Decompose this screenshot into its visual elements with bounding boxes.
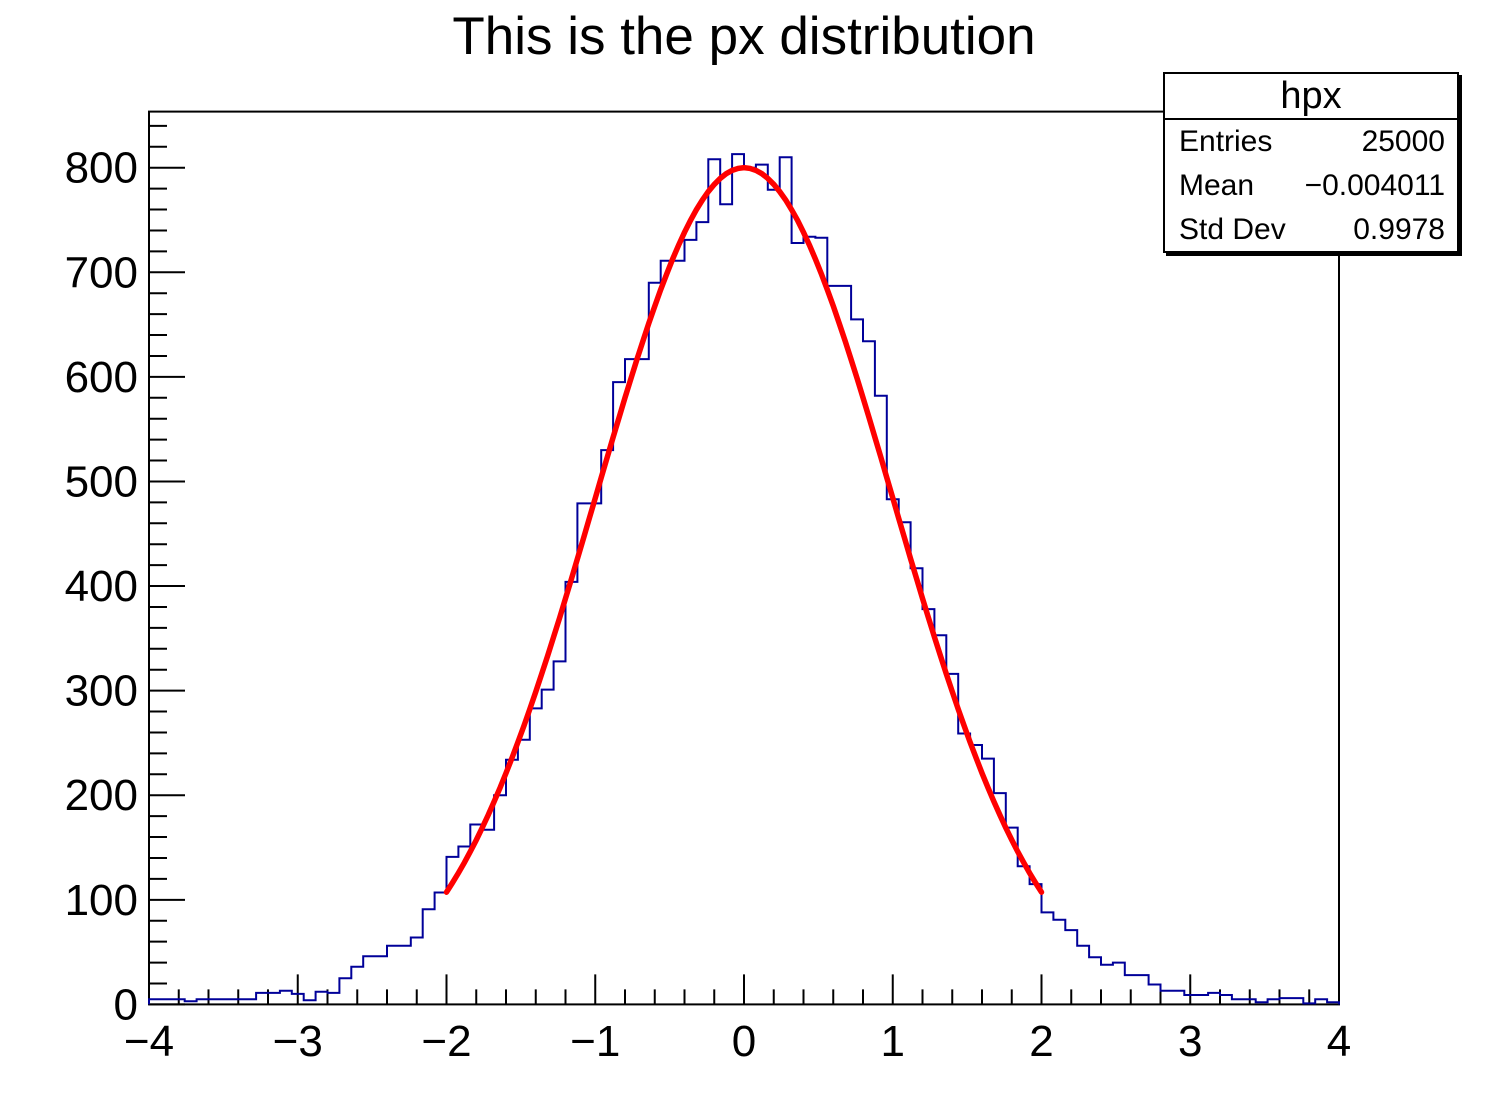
y-axis-tick-label: 300 [65,667,138,716]
x-axis-tick-label: 3 [1178,1017,1202,1066]
stats-box: hpx Entries 25000 Mean −0.004011 Std Dev… [1163,72,1459,253]
stats-row-mean: Mean −0.004011 [1165,164,1457,208]
y-axis-tick-label: 400 [65,562,138,611]
stats-value: −0.004011 [1304,169,1445,202]
x-axis-tick-label: 2 [1029,1017,1053,1066]
y-axis-tick-label: 200 [65,771,138,820]
plot-title: This is the px distribution [452,7,1036,66]
y-axis-tick-label: 800 [65,144,138,193]
stats-value: 25000 [1361,125,1445,158]
stats-row-stddev: Std Dev 0.9978 [1165,208,1457,252]
stats-label: Std Dev [1179,213,1286,246]
gaussian-fit-curve [443,164,1045,895]
x-axis-tick-label: −4 [124,1017,174,1066]
x-axis-tick-label: −3 [273,1017,323,1066]
y-axis-tick-label: 100 [65,876,138,925]
stats-value: 0.9978 [1353,213,1445,246]
x-axis-tick-label: −2 [421,1017,471,1066]
y-axis-tick-label: 500 [65,457,138,506]
x-axis-tick-label: 1 [881,1017,905,1066]
histogram-series-hpx [148,153,1340,1005]
x-axis-tick-label: −1 [570,1017,620,1066]
axis-ticks [148,124,1340,1006]
plot-frame [148,110,1340,1006]
stats-label: Mean [1179,169,1255,202]
y-axis-tick-label: 700 [65,248,138,297]
x-axis-tick-label: 0 [732,1017,756,1066]
x-axis-tick-label: 4 [1327,1017,1351,1066]
stats-box-title: hpx [1165,74,1457,120]
stats-label: Entries [1179,125,1273,158]
y-axis-tick-label: 600 [65,353,138,402]
y-axis-tick-label: 0 [114,980,138,1029]
stats-row-entries: Entries 25000 [1165,120,1457,164]
